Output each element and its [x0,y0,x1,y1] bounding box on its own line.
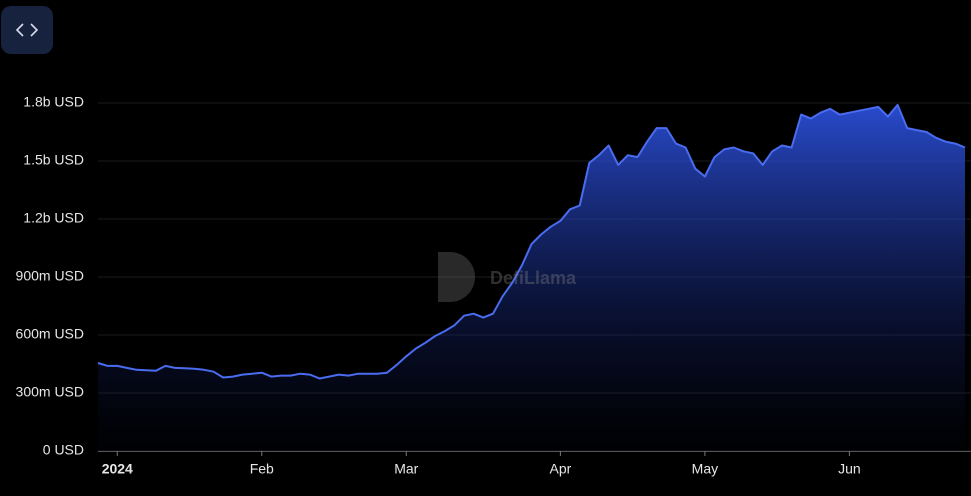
y-tick-label: 300m USD [16,384,84,400]
x-tick-label: Mar [394,461,418,477]
watermark-text: DefiLlama [490,268,577,288]
y-tick-label: 1.8b USD [23,94,84,110]
embed-button[interactable] [1,6,53,54]
x-tick-label: May [692,461,718,477]
area-line [97,103,966,380]
watermark: DefiLlama [438,252,577,302]
axes: 0 USD 300m USD 600m USD 900m USD 1.2b USD 1.5… [16,94,971,477]
x-tick-label: Feb [250,461,274,477]
y-tick-label: 600m USD [16,326,84,342]
y-tick-label: 1.5b USD [23,152,84,168]
y-tick-label: 900m USD [16,268,84,284]
y-tick-label: 1.2b USD [23,210,84,226]
x-tick-label: Apr [550,461,572,477]
plot [97,103,966,452]
y-tick-label: 0 USD [43,442,84,458]
x-tick-label: Jun [838,461,861,477]
area-fill [98,104,965,452]
x-tick-label: 2024 [102,461,133,477]
